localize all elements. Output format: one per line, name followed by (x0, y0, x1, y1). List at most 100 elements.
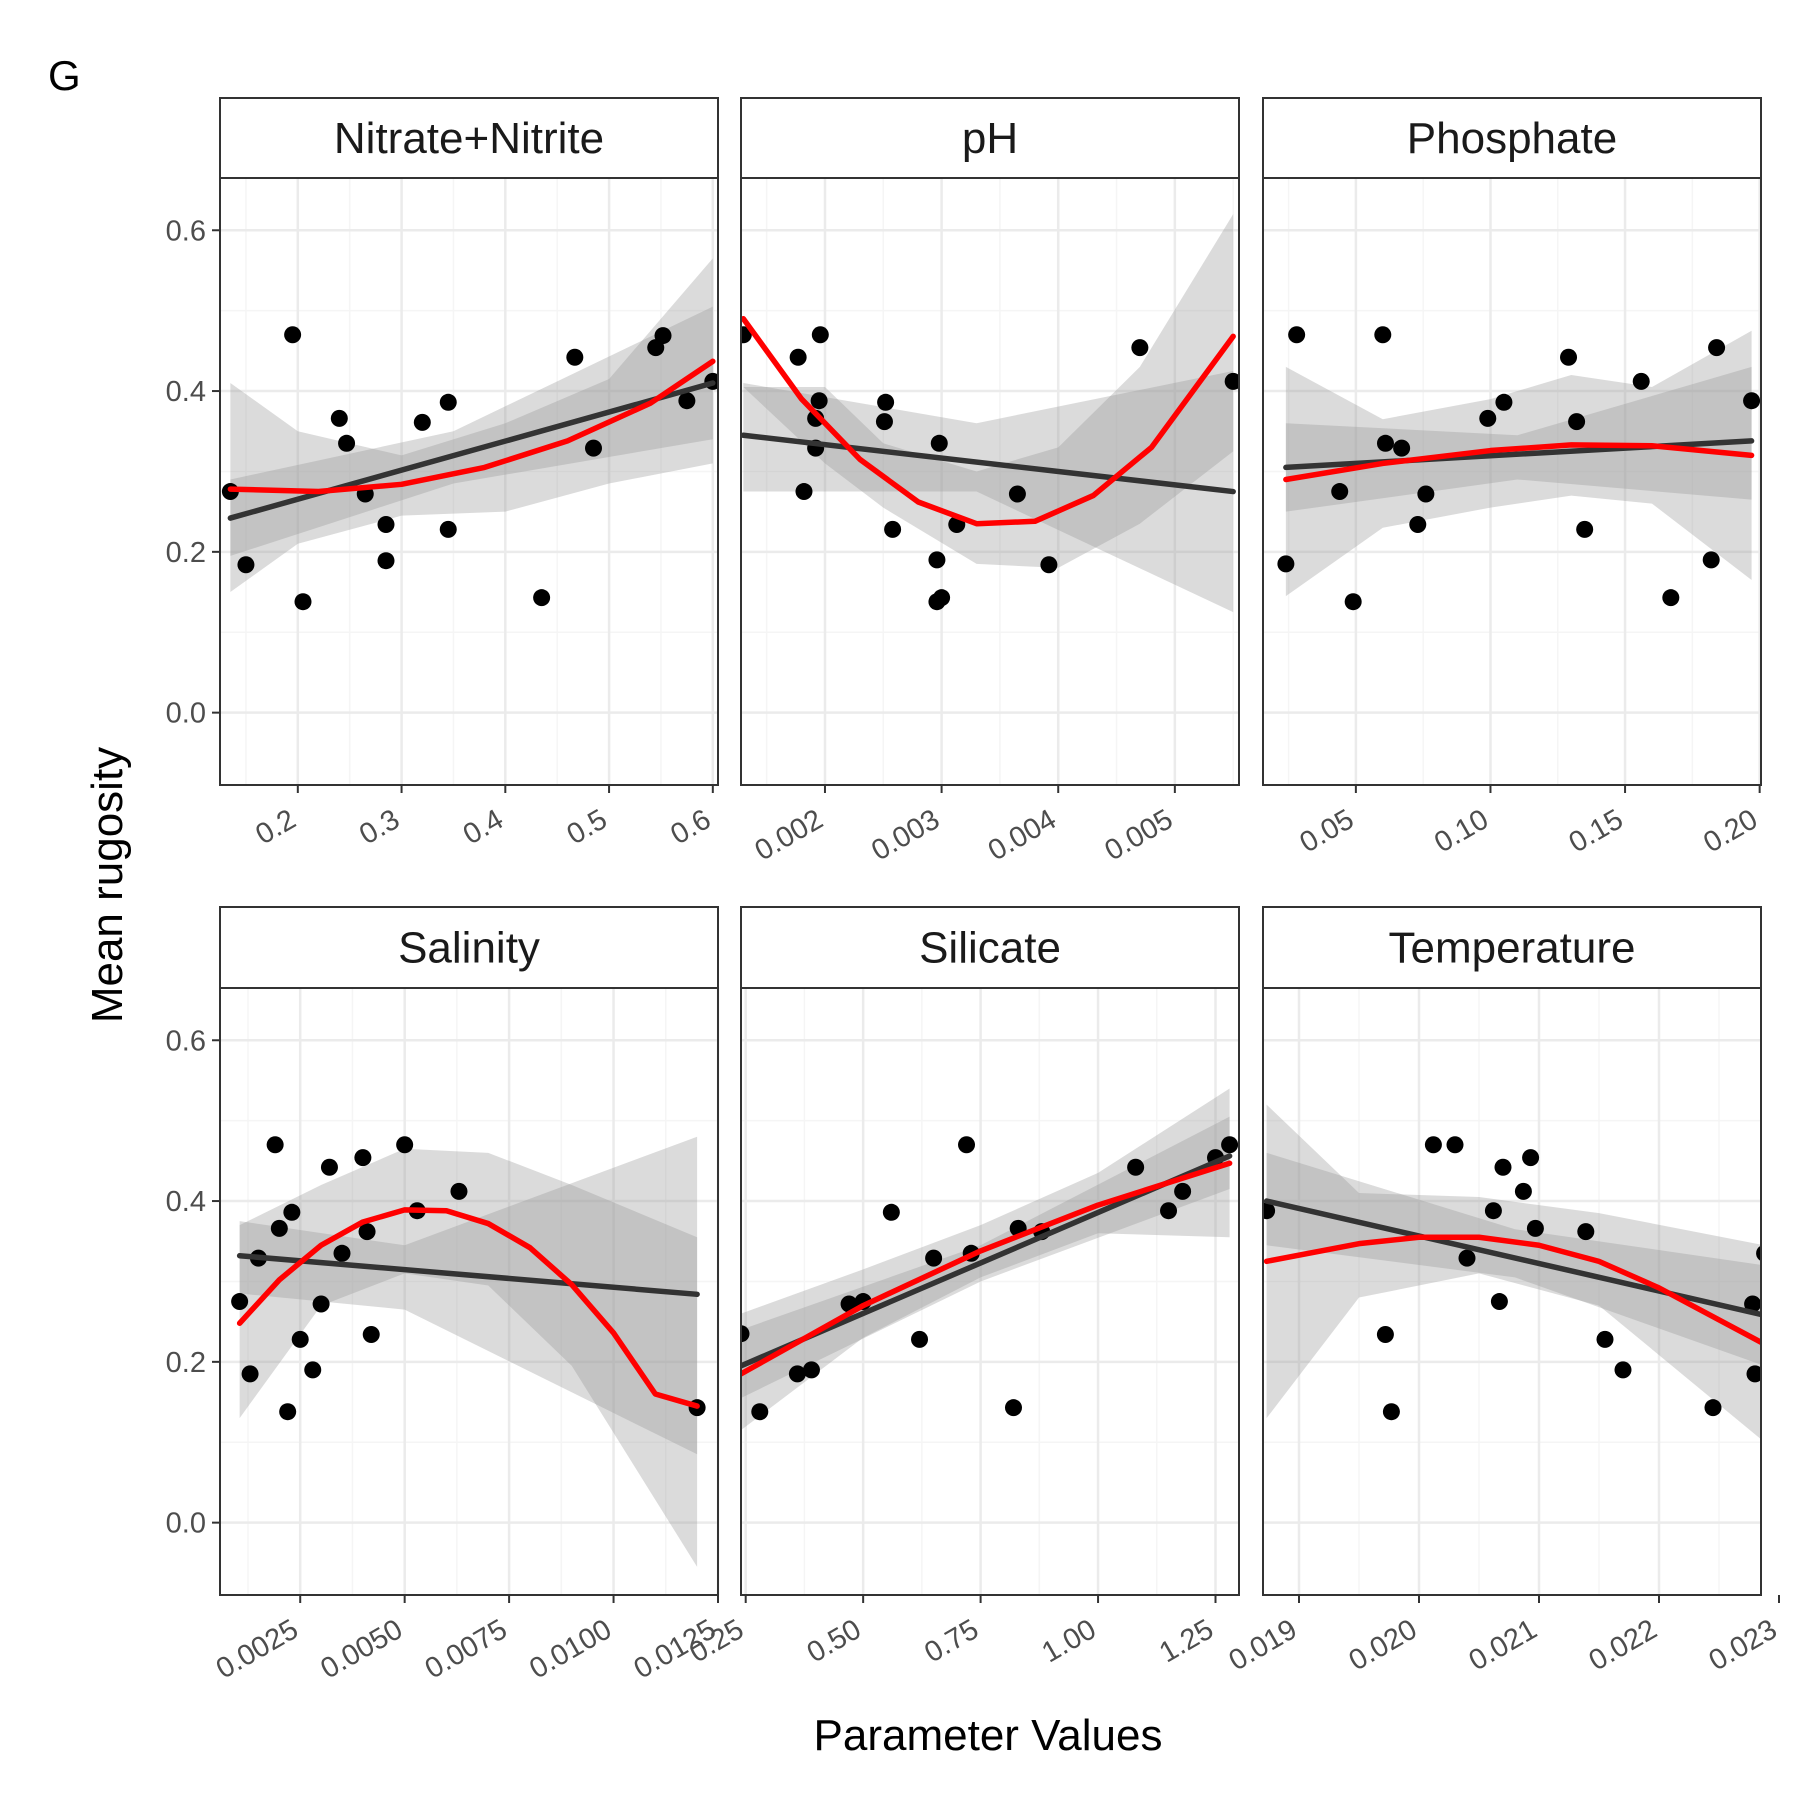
y-tick-label: 0.0 (166, 698, 206, 730)
linear-confidence-band (239, 1136, 698, 1455)
y-axis-label: Mean rugosity (83, 747, 132, 1023)
data-point (377, 552, 395, 570)
data-point (312, 1295, 330, 1313)
data-point (450, 1182, 468, 1200)
facet-title: Nitrate+Nitrite (334, 114, 604, 163)
y-tick-label: 0.2 (166, 537, 206, 569)
linear-fit-line (1263, 1198, 1761, 1318)
facet-3: Salinity 0.0 0.2 0.4 0.6 0.0025 0.0050 0.0075 0.… (166, 906, 722, 1685)
data-point (1708, 339, 1726, 357)
data-point (439, 520, 457, 538)
facet-strip (740, 906, 1240, 989)
data-point (362, 1326, 380, 1344)
data-point (396, 1136, 414, 1154)
data-point (1131, 339, 1149, 357)
x-tick-label: 0.15 (1564, 803, 1629, 859)
facet-strip (219, 906, 719, 989)
linear-fit-line (236, 1252, 700, 1298)
data-point (678, 392, 696, 410)
x-axis-label: Parameter Values (814, 1711, 1163, 1760)
data-point (1702, 551, 1720, 569)
data-point (1174, 1182, 1192, 1200)
data-point (1514, 1182, 1532, 1200)
data-point (320, 1158, 338, 1176)
facet-strip (219, 97, 719, 179)
data-point (1596, 1330, 1614, 1348)
data-point (413, 413, 431, 431)
data-point (1743, 392, 1761, 410)
x-tick-label: 0.023 (1704, 1613, 1783, 1677)
data-point (1004, 1399, 1022, 1417)
data-point (1484, 1202, 1502, 1220)
facet-strip (1262, 906, 1762, 989)
panel-tag: G (48, 52, 81, 99)
data-point (1221, 1136, 1239, 1154)
data-point (1374, 326, 1392, 344)
data-point (1409, 516, 1427, 534)
data-point (928, 551, 946, 569)
x-tick-label: 0.2 (250, 803, 301, 851)
data-point (1568, 413, 1586, 431)
data-point (1576, 520, 1594, 538)
x-tick-label: 0.05 (1294, 803, 1359, 859)
x-tick-label: 0.003 (866, 803, 945, 867)
data-point (751, 1403, 769, 1421)
facet-title: pH (962, 114, 1018, 163)
data-point (231, 1293, 249, 1311)
data-point (1376, 1326, 1394, 1344)
linear-confidence-band (1285, 366, 1752, 512)
plot-layers (1277, 326, 1761, 611)
data-point (877, 393, 895, 411)
data-point (1479, 409, 1497, 427)
data-point (1746, 1365, 1761, 1383)
quadratic-fit-line (227, 358, 716, 495)
data-point (1446, 1136, 1464, 1154)
x-tick-label: 0.022 (1584, 1613, 1663, 1677)
data-point (1577, 1223, 1595, 1241)
data-point (1008, 485, 1026, 503)
y-tick-label: 0.6 (166, 1025, 206, 1057)
quadratic-confidence-band (1266, 1104, 1761, 1440)
data-point (911, 1330, 929, 1348)
linear-confidence-band (230, 306, 713, 556)
facet-2: Phosphate 0.05 0.10 0.15 0.20 (1262, 97, 1763, 859)
x-tick-label: 0.0075 (420, 1613, 513, 1685)
facet-title: Phosphate (1407, 114, 1617, 163)
data-point (291, 1330, 309, 1348)
data-point (795, 483, 813, 501)
data-point (585, 439, 602, 457)
x-tick-label: 0.3 (354, 803, 405, 851)
data-point (1526, 1219, 1544, 1237)
linear-confidence-band (741, 1116, 1230, 1399)
plot-layers (221, 258, 718, 611)
y-tick-label: 0.4 (166, 376, 206, 408)
data-point (304, 1361, 322, 1379)
x-tick-label: 0.020 (1344, 1613, 1423, 1677)
x-tick-label: 0.002 (750, 803, 829, 867)
data-point (266, 1136, 284, 1154)
linear-fit-line (227, 380, 716, 521)
plot-layers (741, 214, 1239, 613)
data-point (1495, 393, 1513, 411)
x-tick-label: 0.0100 (524, 1613, 617, 1685)
facet-title: Salinity (398, 924, 540, 973)
linear-confidence-band (743, 370, 1234, 613)
data-point (1614, 1361, 1632, 1379)
data-point (1393, 439, 1411, 457)
data-point (333, 1244, 351, 1262)
data-point (1704, 1399, 1722, 1417)
plot-layers (741, 1088, 1239, 1431)
y-tick-label: 0.6 (166, 215, 206, 247)
data-point (338, 434, 356, 452)
data-point (1224, 372, 1239, 390)
data-point (279, 1403, 297, 1421)
x-tick-label: 0.0050 (315, 1613, 408, 1685)
quadratic-fit-line (236, 1207, 700, 1409)
quadratic-confidence-band (239, 1148, 698, 1567)
data-point (1744, 1295, 1761, 1313)
data-point (1344, 593, 1362, 611)
data-point (1494, 1158, 1512, 1176)
x-tick-label: 0.5 (562, 803, 613, 851)
